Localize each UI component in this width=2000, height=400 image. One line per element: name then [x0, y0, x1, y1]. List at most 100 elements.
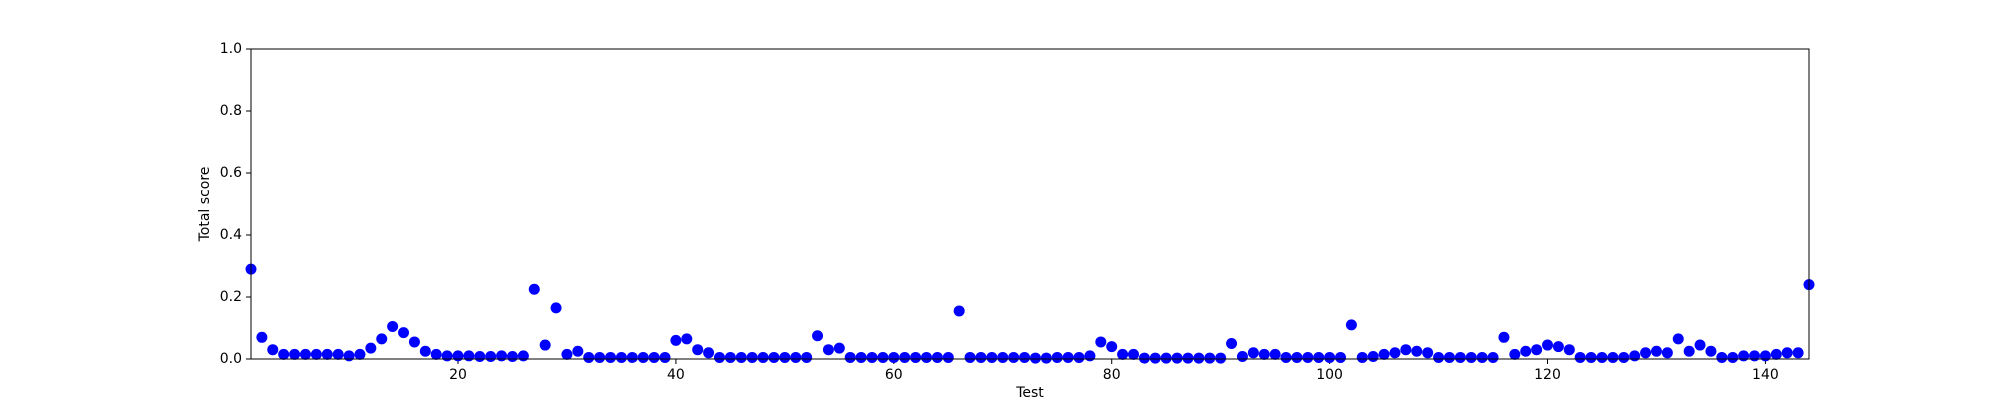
y-tick-label: 1.0 [220, 41, 242, 57]
point [1356, 351, 1368, 363]
point [844, 351, 856, 363]
point [964, 351, 976, 363]
y-tick-label: 0.8 [220, 103, 242, 119]
x-tick-label: 60 [885, 367, 903, 383]
point [1542, 339, 1554, 351]
point [703, 347, 715, 359]
point [1117, 348, 1129, 360]
x-tick-label: 100 [1316, 367, 1343, 383]
point [1084, 350, 1096, 362]
point [1465, 351, 1477, 363]
point [1770, 348, 1782, 360]
x-axis-label: Test [1015, 385, 1044, 400]
point [1629, 350, 1641, 362]
point [1738, 350, 1750, 362]
point [713, 351, 725, 363]
point [866, 351, 878, 363]
point [441, 350, 453, 362]
point [1389, 347, 1401, 359]
y-tick-label: 0.4 [220, 227, 242, 243]
point [1291, 351, 1303, 363]
point [561, 348, 573, 360]
y-tick-label: 0.0 [220, 351, 242, 367]
point [637, 351, 649, 363]
point [768, 351, 780, 363]
point [1226, 338, 1238, 349]
point [1781, 347, 1793, 359]
x-tick-label: 120 [1534, 367, 1561, 383]
y-tick-label: 0.2 [220, 289, 242, 305]
x-tick-label: 20 [449, 367, 467, 383]
point [408, 336, 420, 348]
y-tick-label: 0.6 [220, 165, 242, 181]
point [463, 350, 475, 362]
point [746, 351, 758, 363]
point [605, 351, 617, 363]
x-tick-label: 80 [1103, 367, 1121, 383]
point [986, 351, 998, 363]
point [1193, 352, 1205, 364]
point [670, 334, 682, 346]
point [724, 351, 736, 363]
point [485, 351, 497, 363]
point [354, 348, 366, 360]
point [299, 348, 311, 360]
point [1433, 351, 1445, 363]
point [888, 351, 900, 363]
point [430, 348, 442, 360]
point [790, 351, 802, 363]
point [1095, 336, 1107, 348]
point [1019, 351, 1031, 363]
point [1128, 348, 1140, 360]
point [1640, 347, 1652, 359]
point [877, 351, 889, 363]
point [1138, 352, 1150, 364]
point [1585, 351, 1597, 363]
point [1563, 344, 1575, 356]
point [332, 348, 344, 360]
point [1531, 344, 1543, 356]
point [583, 351, 595, 363]
point [910, 351, 922, 363]
point [692, 344, 704, 356]
point [1683, 345, 1695, 357]
point [1749, 350, 1761, 362]
point [1324, 351, 1336, 363]
plot-frame [250, 48, 1810, 360]
point [975, 351, 987, 363]
point [1345, 319, 1357, 331]
point [1280, 351, 1292, 363]
point [626, 351, 638, 363]
point [1040, 352, 1052, 364]
point [681, 333, 693, 345]
point [267, 344, 279, 356]
point [659, 351, 671, 363]
point [289, 348, 301, 360]
y-axis-label: Total score [197, 167, 213, 243]
point [1607, 351, 1619, 363]
point [1258, 348, 1270, 360]
point [1694, 339, 1706, 351]
point [528, 283, 540, 295]
point [572, 345, 584, 357]
point [899, 351, 911, 363]
point [1509, 348, 1521, 360]
point [855, 351, 867, 363]
point [278, 348, 290, 360]
point [997, 351, 1009, 363]
point [1236, 351, 1248, 363]
point [1400, 344, 1412, 356]
point [398, 327, 410, 339]
point [920, 351, 932, 363]
point [942, 351, 954, 363]
point [779, 351, 791, 363]
point [1716, 351, 1728, 363]
point [343, 350, 355, 362]
point [1520, 345, 1532, 357]
point [1498, 331, 1510, 343]
point [1247, 347, 1259, 359]
point [539, 339, 551, 351]
point [1443, 351, 1455, 363]
